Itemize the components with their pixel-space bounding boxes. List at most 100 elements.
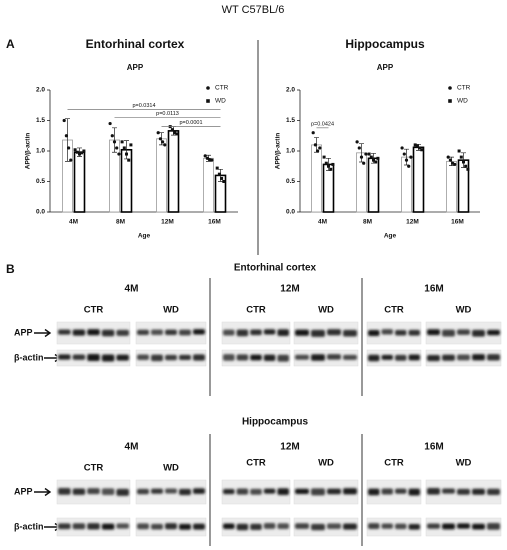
blot-band bbox=[311, 354, 325, 361]
blot-band bbox=[381, 523, 393, 529]
blot-band bbox=[408, 488, 420, 496]
data-point bbox=[129, 143, 133, 147]
blot-band bbox=[487, 488, 500, 495]
blot-band bbox=[179, 329, 191, 336]
data-point bbox=[446, 155, 450, 159]
x-tick-label: 12M bbox=[161, 219, 174, 226]
legend-marker bbox=[448, 99, 452, 103]
panel-title: Entorhinal cortex bbox=[86, 37, 185, 51]
group-label: CTR bbox=[246, 305, 266, 316]
blot-band bbox=[250, 488, 262, 495]
blot-band bbox=[250, 523, 262, 531]
data-point bbox=[374, 160, 378, 164]
age-label: 12M bbox=[280, 442, 299, 453]
blot-band bbox=[87, 354, 100, 362]
blot-band bbox=[327, 354, 341, 360]
blot-band bbox=[327, 329, 341, 336]
legend-marker bbox=[206, 86, 210, 90]
chart-title: APP bbox=[377, 63, 394, 72]
blot-band bbox=[442, 523, 455, 530]
blot-band bbox=[72, 488, 86, 495]
group-label: CTR bbox=[384, 458, 404, 469]
data-point bbox=[459, 155, 463, 159]
blot-band bbox=[472, 354, 485, 361]
blot-band bbox=[368, 354, 380, 362]
bar bbox=[311, 144, 322, 213]
x-tick-label: 8M bbox=[363, 219, 372, 226]
data-point bbox=[62, 118, 66, 123]
data-point bbox=[331, 162, 335, 166]
y-tick-label: 0.5 bbox=[36, 178, 45, 185]
y-tick-label: 0.0 bbox=[286, 209, 295, 216]
blot-band bbox=[223, 488, 235, 495]
blot-band bbox=[263, 354, 276, 361]
blot-band bbox=[236, 523, 249, 531]
data-point bbox=[73, 148, 77, 152]
blot-band bbox=[277, 523, 289, 530]
legend-label: WD bbox=[215, 98, 226, 105]
blot-band bbox=[487, 354, 500, 361]
blot-band bbox=[236, 354, 249, 361]
data-point bbox=[173, 131, 177, 135]
blot-band bbox=[343, 354, 357, 360]
data-point bbox=[327, 164, 330, 168]
data-point bbox=[409, 155, 413, 159]
data-point bbox=[420, 148, 424, 152]
data-point bbox=[163, 143, 167, 147]
blot-band bbox=[457, 329, 470, 335]
blot-band bbox=[116, 523, 129, 529]
data-point bbox=[369, 155, 373, 159]
data-point bbox=[324, 161, 328, 165]
data-point bbox=[125, 152, 128, 156]
blot-band bbox=[263, 329, 276, 335]
blot-band bbox=[223, 329, 235, 336]
blot-band bbox=[87, 488, 100, 495]
blot-band bbox=[193, 329, 205, 335]
legend-label: CTR bbox=[457, 85, 471, 92]
y-tick-label: 1.5 bbox=[286, 117, 295, 124]
blot-band bbox=[151, 329, 163, 336]
blot-band bbox=[137, 329, 149, 336]
blot-band bbox=[58, 488, 71, 495]
data-point bbox=[466, 167, 470, 171]
blot-band bbox=[408, 523, 420, 530]
data-point bbox=[127, 158, 131, 162]
blot-band bbox=[101, 523, 115, 530]
data-point bbox=[115, 146, 119, 150]
x-axis-label: Age bbox=[384, 233, 397, 240]
blot-band bbox=[236, 488, 249, 495]
legend-marker bbox=[448, 86, 452, 90]
data-point bbox=[156, 131, 160, 135]
blot-band bbox=[457, 523, 470, 529]
blot-band bbox=[137, 354, 149, 361]
data-point bbox=[175, 132, 179, 136]
y-tick-label: 2.0 bbox=[36, 87, 45, 94]
blot-band bbox=[137, 523, 149, 530]
panel-title: Hippocampus bbox=[345, 37, 425, 51]
bar bbox=[167, 130, 180, 213]
data-point bbox=[355, 140, 359, 144]
data-point bbox=[457, 149, 461, 153]
age-label: 4M bbox=[125, 442, 139, 453]
blot-band bbox=[236, 329, 249, 337]
blot-band bbox=[327, 523, 341, 530]
data-point bbox=[448, 158, 452, 162]
legend-label: CTR bbox=[215, 85, 229, 92]
data-point bbox=[122, 146, 126, 150]
blot-band bbox=[295, 329, 309, 336]
blot-band bbox=[395, 488, 407, 494]
data-point bbox=[112, 140, 117, 144]
x-tick-label: 4M bbox=[69, 219, 78, 226]
data-point bbox=[69, 158, 73, 162]
data-point bbox=[362, 161, 366, 165]
blot-band bbox=[427, 329, 440, 336]
data-point bbox=[313, 143, 317, 147]
bar bbox=[203, 157, 214, 213]
blot-band bbox=[151, 523, 163, 530]
blot-band bbox=[193, 523, 205, 530]
blot-band bbox=[381, 354, 393, 360]
blot-band bbox=[101, 354, 115, 362]
legend-label: WD bbox=[457, 98, 468, 105]
blot-title: Hippocampus bbox=[242, 417, 309, 428]
annotation: p=0.0001 bbox=[179, 120, 202, 126]
